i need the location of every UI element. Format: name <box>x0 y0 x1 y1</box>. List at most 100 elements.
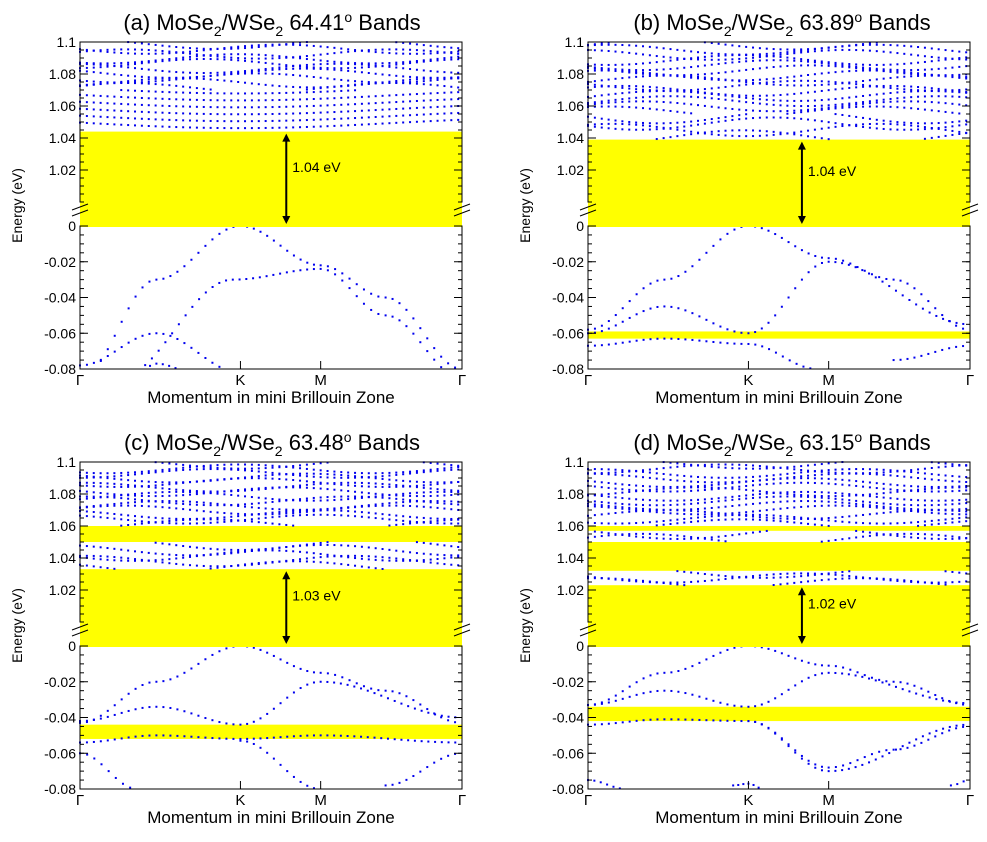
cb-point <box>800 49 803 52</box>
vb-point <box>169 334 172 337</box>
cb-point <box>635 100 638 103</box>
cb-point <box>724 476 727 479</box>
cb-point <box>216 126 219 129</box>
cb-point <box>862 101 865 104</box>
cb-point <box>655 100 658 103</box>
cb-point <box>147 505 150 508</box>
cb-point <box>402 81 405 84</box>
cb-point <box>278 92 281 95</box>
cb-point <box>600 495 603 498</box>
cb-point <box>965 502 968 505</box>
vb-point <box>398 302 401 305</box>
cb-point <box>731 481 734 484</box>
vb-point <box>334 273 337 276</box>
x-axis-label: Momentum in mini Brillouin Zone <box>655 388 903 407</box>
vb-point <box>849 262 852 265</box>
cb-point <box>793 111 796 114</box>
cb-point <box>429 83 432 86</box>
cb-point <box>662 55 665 58</box>
cb-point <box>944 503 947 506</box>
cb-point <box>409 81 412 84</box>
cb-point <box>305 91 308 94</box>
cb-point <box>250 520 253 523</box>
cb-point <box>250 467 253 470</box>
cb-point <box>848 66 851 69</box>
cb-point <box>738 511 741 514</box>
cb-point <box>827 477 830 480</box>
cb-point <box>697 58 700 61</box>
cb-point <box>422 92 425 95</box>
vb-point <box>177 323 180 326</box>
cb-point <box>772 514 775 517</box>
cb-point <box>738 96 741 99</box>
cb-point <box>85 515 88 518</box>
vb-point <box>259 737 262 740</box>
cb-point <box>450 494 453 497</box>
cb-point <box>607 93 610 96</box>
cb-point <box>292 112 295 115</box>
vb-point <box>827 257 830 260</box>
cb-point <box>340 103 343 106</box>
cb-point <box>299 41 302 44</box>
cb-point <box>635 510 638 513</box>
vb-point <box>127 692 130 695</box>
cb-point <box>250 57 253 60</box>
vb-point <box>299 269 302 272</box>
cb-point <box>683 508 686 511</box>
cb-point <box>312 76 315 79</box>
cb-point <box>305 513 308 516</box>
cb-point <box>655 511 658 514</box>
cb-point <box>175 554 178 557</box>
cb-point <box>182 46 185 49</box>
vb-point <box>915 738 918 741</box>
cb-point <box>635 96 638 99</box>
cb-point <box>965 476 968 479</box>
cb-point <box>209 565 212 568</box>
cb-point <box>731 504 734 507</box>
cb-point <box>360 472 363 475</box>
vb-point <box>861 675 864 678</box>
cb-point <box>140 48 143 51</box>
cb-point <box>642 536 645 539</box>
cb-point <box>903 121 906 124</box>
cb-point <box>855 480 858 483</box>
vb-point <box>272 273 275 276</box>
cb-point <box>443 500 446 503</box>
vb-point <box>155 278 158 281</box>
title-part: Bands <box>352 430 421 455</box>
cb-point <box>120 123 123 126</box>
vb-point <box>807 762 810 765</box>
cb-point <box>285 508 288 511</box>
cb-point <box>855 529 858 532</box>
cb-point <box>642 498 645 501</box>
cb-point <box>896 106 899 109</box>
cb-point <box>848 114 851 117</box>
cb-point <box>147 559 150 562</box>
cb-point <box>628 128 631 131</box>
cb-point <box>257 502 260 505</box>
cb-point <box>319 552 322 555</box>
cb-point <box>99 50 102 53</box>
cb-point <box>855 63 858 66</box>
cb-point <box>882 92 885 95</box>
cb-point <box>731 129 734 132</box>
cb-point <box>347 563 350 566</box>
cb-point <box>910 476 913 479</box>
cb-point <box>882 98 885 101</box>
cb-point <box>299 57 302 60</box>
cb-point <box>292 465 295 468</box>
cb-point <box>827 469 830 472</box>
cb-point <box>271 72 274 75</box>
cb-point <box>127 494 130 497</box>
cb-point <box>635 509 638 512</box>
cb-point <box>903 44 906 47</box>
vb-point <box>885 680 888 683</box>
cb-point <box>896 533 899 536</box>
cb-point <box>607 67 610 70</box>
cb-point <box>113 512 116 515</box>
cb-point <box>669 95 672 98</box>
cb-point <box>120 89 123 92</box>
cb-point <box>848 70 851 73</box>
cb-point <box>779 473 782 476</box>
vb-point <box>705 251 708 254</box>
